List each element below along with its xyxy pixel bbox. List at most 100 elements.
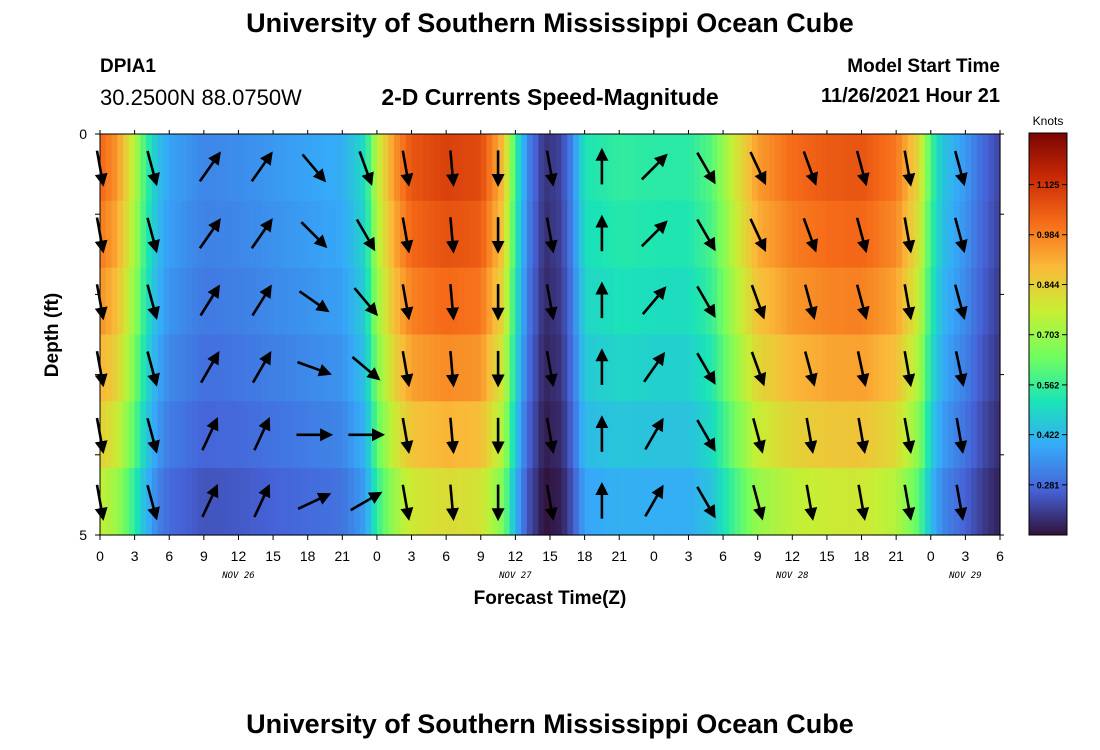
heatmap-cell xyxy=(198,200,205,269)
heatmap-cell xyxy=(838,401,845,469)
heatmap-cell xyxy=(296,134,303,202)
heatmap-cell xyxy=(198,334,205,402)
heatmap-cell xyxy=(221,200,228,269)
heatmap-cell xyxy=(994,334,1001,402)
heatmap-cell xyxy=(526,334,534,402)
heatmap-cell xyxy=(267,334,274,402)
heatmap-cell xyxy=(371,334,378,402)
heatmap-cell xyxy=(786,468,793,536)
heatmap-cell xyxy=(798,134,805,202)
heatmap-cell xyxy=(619,200,626,269)
heatmap-cell xyxy=(238,468,245,536)
heatmap-cell xyxy=(901,401,909,469)
colorbar-tick-label: 0.703 xyxy=(1037,330,1060,340)
heatmap-cell xyxy=(792,267,799,336)
heatmap-cell xyxy=(901,267,909,336)
heatmap-cell xyxy=(890,267,897,336)
heatmap-cell xyxy=(613,134,620,202)
heatmap-cell xyxy=(290,134,297,202)
heatmap-cell xyxy=(400,468,407,536)
heatmap-cell xyxy=(411,200,418,269)
x-tick-label: 0 xyxy=(373,548,381,564)
heatmap-cell xyxy=(330,267,338,336)
heatmap-cell xyxy=(423,334,430,402)
heatmap-cell xyxy=(982,200,990,269)
heatmap-cell xyxy=(948,267,955,336)
heatmap-cell xyxy=(573,134,580,202)
heatmap-cell xyxy=(134,134,141,202)
heatmap-cell xyxy=(111,334,118,402)
heatmap-cell xyxy=(192,200,199,269)
heatmap-cell xyxy=(111,200,118,269)
heatmap-cell xyxy=(440,468,447,536)
heatmap-cell xyxy=(971,200,978,269)
heatmap-cell xyxy=(826,468,834,536)
heatmap-cell xyxy=(509,267,516,336)
heatmap-cell xyxy=(180,401,188,469)
current-vector xyxy=(803,284,818,321)
heatmap-cell xyxy=(128,334,136,402)
heatmap-cell xyxy=(688,267,695,336)
current-vector xyxy=(953,217,968,254)
day-label: NOV 27 xyxy=(498,571,532,581)
heatmap-cell xyxy=(682,200,690,269)
heatmap-cell xyxy=(342,334,349,402)
heatmap-cell xyxy=(688,468,695,536)
heatmap-cell xyxy=(936,200,943,269)
heatmap-cell xyxy=(544,134,551,202)
heatmap-cell xyxy=(163,468,170,536)
heatmap-cell xyxy=(948,134,955,202)
heatmap-cell xyxy=(613,200,620,269)
heatmap-cell xyxy=(798,401,805,469)
heatmap-cell xyxy=(532,468,540,536)
heatmap-cell xyxy=(578,401,586,469)
heatmap-cell xyxy=(180,468,188,536)
x-tick-label: 3 xyxy=(961,548,969,564)
heatmap-cell xyxy=(382,267,390,336)
heatmap-cell xyxy=(336,200,343,269)
heatmap-cell xyxy=(353,200,361,269)
heatmap-cell xyxy=(728,468,736,536)
heatmap-cell xyxy=(394,134,401,202)
heatmap-cell xyxy=(250,267,257,336)
heatmap-cell xyxy=(509,334,516,402)
heatmap-cell xyxy=(250,468,257,536)
heatmap-cell xyxy=(423,200,430,269)
heatmap-cell xyxy=(607,468,615,536)
heatmap-cell xyxy=(255,134,263,202)
heatmap-cell xyxy=(838,267,845,336)
heatmap-cell xyxy=(694,468,701,536)
heatmap-cell xyxy=(959,200,966,269)
heatmap-cell xyxy=(913,401,920,469)
heatmap-cell xyxy=(226,134,234,202)
heatmap-cell xyxy=(440,134,447,202)
x-tick-label: 12 xyxy=(508,548,524,564)
colorbar-tick-label: 0.844 xyxy=(1037,280,1060,290)
heatmap-cell xyxy=(757,334,765,402)
heatmap-cell xyxy=(411,334,418,402)
heatmap-cell xyxy=(163,401,170,469)
heatmap-cell xyxy=(140,200,147,269)
heatmap-cell xyxy=(273,401,280,469)
heatmap-cell xyxy=(700,334,707,402)
heatmap-cell xyxy=(659,200,666,269)
heatmap-cell xyxy=(169,334,176,402)
heatmap-cell xyxy=(423,267,430,336)
heatmap-cell xyxy=(832,468,840,536)
heatmap-cell xyxy=(480,200,488,269)
heatmap-cell xyxy=(342,267,349,336)
heatmap-cell xyxy=(290,334,297,402)
heatmap-cell xyxy=(336,334,343,402)
heatmap-cell xyxy=(578,134,586,202)
current-vector xyxy=(902,217,916,254)
heatmap-cell xyxy=(728,134,736,202)
heatmap-cell xyxy=(757,134,765,202)
heatmap-cell xyxy=(503,401,511,469)
current-vector xyxy=(351,356,381,381)
current-vector xyxy=(400,150,414,187)
heatmap-cell xyxy=(163,334,170,402)
heatmap-cell xyxy=(498,401,505,469)
heatmap-cell xyxy=(659,134,666,202)
heatmap-cell xyxy=(278,334,286,402)
current-vector xyxy=(446,217,459,254)
